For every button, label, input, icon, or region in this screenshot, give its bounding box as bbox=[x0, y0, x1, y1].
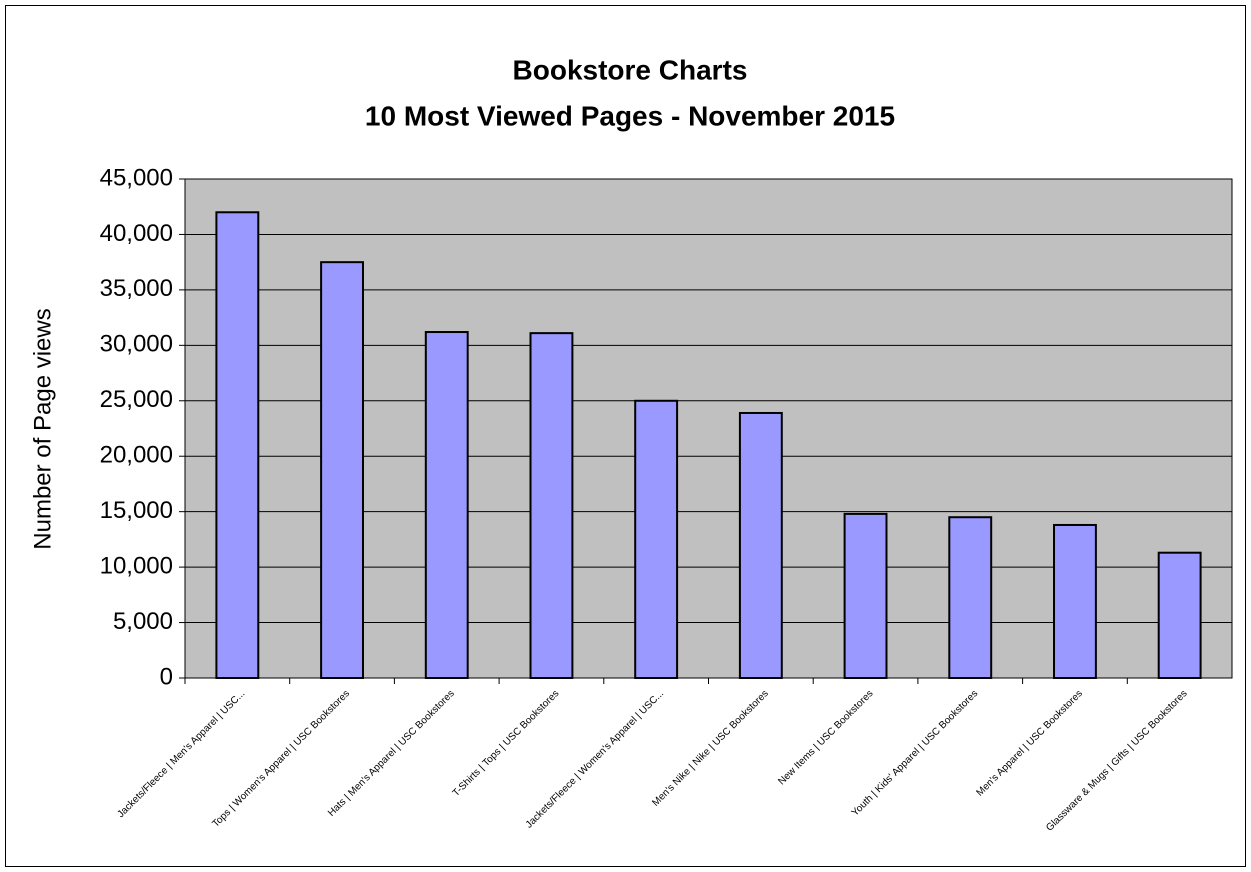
y-axis-label: Number of Page views bbox=[29, 308, 56, 549]
bar bbox=[634, 399, 679, 679]
bar bbox=[424, 331, 469, 679]
y-tick-label: 30,000 bbox=[100, 331, 173, 358]
bar bbox=[738, 411, 783, 679]
bar bbox=[1053, 523, 1097, 679]
y-tick-label: 0 bbox=[160, 663, 173, 690]
y-tick-label: 20,000 bbox=[100, 442, 173, 469]
chart-title: Bookstore Charts bbox=[513, 54, 748, 85]
bar bbox=[529, 332, 574, 679]
y-tick-label: 15,000 bbox=[100, 497, 173, 524]
bar bbox=[215, 211, 260, 679]
bar bbox=[948, 516, 993, 680]
y-tick-label: 40,000 bbox=[100, 220, 173, 247]
bar bbox=[843, 512, 888, 680]
y-tick-label: 35,000 bbox=[100, 275, 173, 302]
y-tick-label: 10,000 bbox=[100, 552, 173, 579]
y-tick-label: 5,000 bbox=[113, 608, 173, 635]
chart-subtitle: 10 Most Viewed Pages - November 2015 bbox=[365, 100, 895, 131]
bar bbox=[320, 261, 364, 679]
bar bbox=[1157, 551, 1202, 679]
y-tick-label: 45,000 bbox=[100, 164, 173, 191]
y-tick-label: 25,000 bbox=[100, 386, 173, 413]
